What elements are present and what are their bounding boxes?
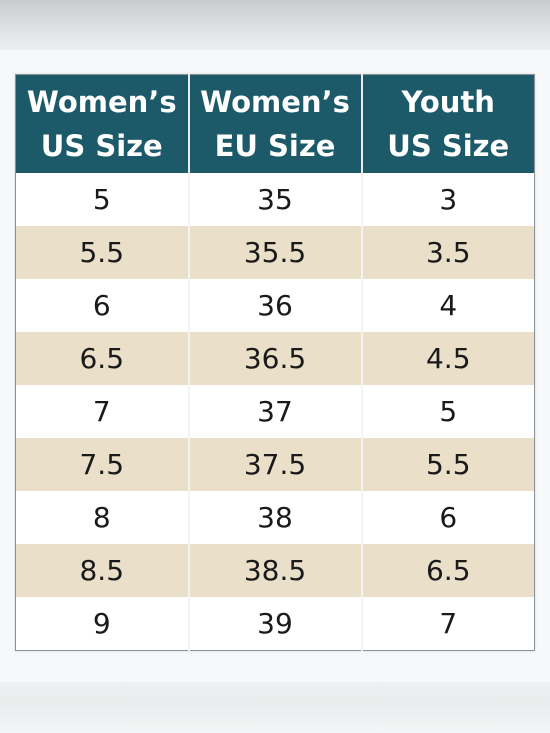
table-row: 6 36 4 <box>15 279 535 332</box>
cell-youth-us: 5 <box>361 385 535 438</box>
cell-youth-us: 4 <box>361 279 535 332</box>
table-row: 7 37 5 <box>15 385 535 438</box>
header-womens-eu-size: Women’s EU Size <box>188 74 363 173</box>
header-line: EU Size <box>214 129 336 163</box>
table-row: 5.5 35.5 3.5 <box>15 226 535 279</box>
table-row: 7.5 37.5 5.5 <box>15 438 535 491</box>
top-backdrop <box>0 0 550 50</box>
cell-womens-eu: 38.5 <box>188 544 363 597</box>
cell-womens-us: 9 <box>15 597 190 651</box>
table-row: 5 35 3 <box>15 173 535 226</box>
cell-womens-eu: 35.5 <box>188 226 363 279</box>
table-row: 6.5 36.5 4.5 <box>15 332 535 385</box>
cell-womens-eu: 36 <box>188 279 363 332</box>
header-line: Women’s <box>200 85 350 119</box>
cell-womens-us: 7 <box>15 385 190 438</box>
header-line: Women’s <box>26 85 177 119</box>
cell-youth-us: 3 <box>361 173 535 226</box>
cell-youth-us: 4.5 <box>361 332 535 385</box>
header-line: US Size <box>387 129 510 163</box>
header-line: Youth <box>401 85 495 119</box>
bottom-backdrop <box>0 682 550 733</box>
cell-youth-us: 3.5 <box>361 226 535 279</box>
cell-youth-us: 7 <box>361 597 535 651</box>
cell-womens-eu: 37 <box>188 385 363 438</box>
table-row: 8.5 38.5 6.5 <box>15 544 535 597</box>
header-youth-us-size: Youth US Size <box>361 74 535 173</box>
cell-womens-eu: 39 <box>188 597 363 651</box>
cell-youth-us: 5.5 <box>361 438 535 491</box>
cell-womens-eu: 35 <box>188 173 363 226</box>
cell-womens-eu: 38 <box>188 491 363 544</box>
cell-womens-us: 8.5 <box>15 544 190 597</box>
table-row: 9 39 7 <box>15 597 535 651</box>
cell-womens-us: 6.5 <box>15 332 190 385</box>
table-row: 8 38 6 <box>15 491 535 544</box>
header-womens-us-size: Women’s US Size <box>15 74 190 173</box>
size-conversion-table: Women’s US Size Women’s EU Size Youth US… <box>15 74 535 651</box>
cell-youth-us: 6 <box>361 491 535 544</box>
cell-womens-eu: 36.5 <box>188 332 363 385</box>
cell-womens-us: 7.5 <box>15 438 190 491</box>
cell-womens-eu: 37.5 <box>188 438 363 491</box>
cell-womens-us: 5.5 <box>15 226 190 279</box>
header-line: US Size <box>40 129 163 163</box>
cell-womens-us: 6 <box>15 279 190 332</box>
cell-womens-us: 8 <box>15 491 190 544</box>
cell-womens-us: 5 <box>15 173 190 226</box>
cell-youth-us: 6.5 <box>361 544 535 597</box>
table-header-row: Women’s US Size Women’s EU Size Youth US… <box>15 74 535 173</box>
